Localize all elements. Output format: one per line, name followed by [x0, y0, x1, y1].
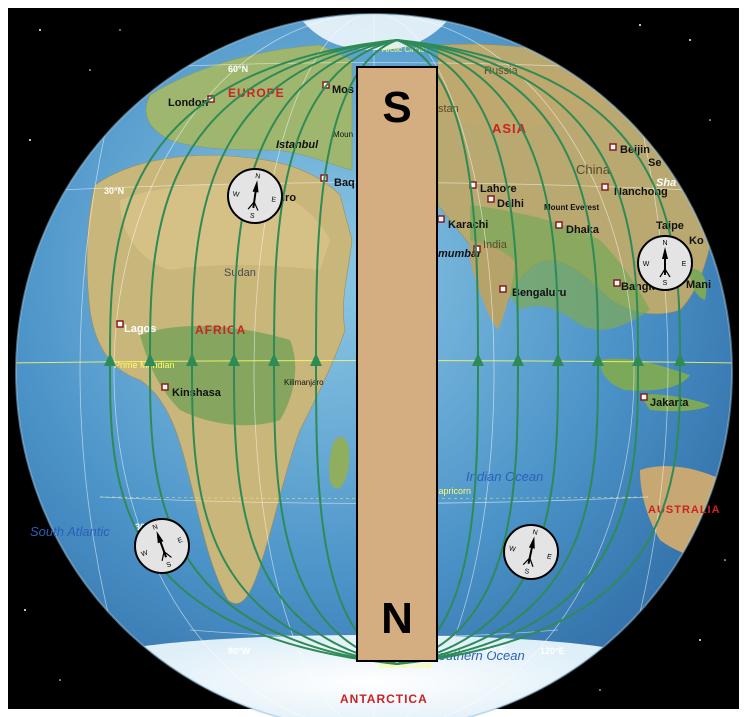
- magnet-south-pole-label: S: [382, 83, 411, 132]
- label-antarctica: ANTARCTICA: [340, 692, 428, 706]
- compass-w-label: W: [508, 545, 516, 553]
- label-prime-meridian: Prime Meridian: [114, 360, 175, 370]
- label-lat30n: 30°N: [104, 186, 124, 196]
- magnet-north-pole-label: N: [381, 594, 413, 643]
- label-asia: ASIA: [492, 121, 527, 136]
- compass-n-label: N: [152, 524, 159, 532]
- magnet-body: [356, 66, 438, 662]
- label-london: London: [168, 97, 209, 109]
- label-beijing: Beijin: [620, 144, 650, 156]
- label-jakarta: Jakarta: [650, 397, 689, 409]
- label-cairo: iro: [282, 192, 296, 204]
- label-mount: Moun: [333, 130, 353, 139]
- field-arrow-left-1: [104, 353, 116, 366]
- label-moscow: Mos: [332, 84, 354, 96]
- label-lon90e: 90°E: [486, 644, 506, 654]
- label-arctic-circle: Arctic Circle: [382, 45, 425, 54]
- label-karachi: Karachi: [448, 219, 488, 231]
- compass-north-africa: N S E W: [227, 168, 283, 224]
- label-sudan: Sudan: [224, 267, 256, 279]
- compass-needle: [527, 536, 535, 564]
- label-south-atlantic: South Atlantic: [30, 524, 110, 539]
- stars: [24, 24, 726, 691]
- field-arrow-right-3: [552, 353, 564, 366]
- field-arrow-left-4: [228, 353, 240, 366]
- label-mount-everest: Mount Everest: [544, 203, 599, 212]
- compass-w-label: W: [643, 261, 650, 268]
- label-dhaka: Dhaka: [566, 224, 600, 236]
- label-kinshasa: Kinshasa: [172, 387, 222, 399]
- field-arrows: [104, 353, 686, 366]
- compass-e-label: E: [271, 196, 277, 204]
- field-arrow-left-6: [310, 353, 322, 366]
- label-australia: AUSTRALIA: [648, 504, 721, 516]
- label-taipei: Taipe: [656, 220, 684, 232]
- field-arrow-left-3: [186, 353, 198, 366]
- label-nanchong: Nanchong: [614, 186, 668, 198]
- compass-needle-tail: [161, 551, 172, 561]
- compass-needle: [662, 247, 668, 275]
- label-lon120e: 120°E: [540, 646, 565, 656]
- map-labels: EUROPE ASIA AFRICA AUSTRALIA ANTARCTICA …: [30, 45, 721, 706]
- label-india: India: [483, 239, 508, 251]
- compass-indian-ocean: N S E W: [503, 524, 559, 580]
- label-china: China: [576, 162, 611, 177]
- label-indian-ocean: Indian Ocean: [466, 469, 543, 484]
- compass-w-label: W: [232, 191, 240, 199]
- label-lon30w: 30°W: [318, 644, 341, 654]
- compass-s-label: S: [249, 213, 255, 221]
- compass-needle: [252, 180, 259, 209]
- field-arrow-right-5: [632, 353, 644, 366]
- label-lon80w: 80°W: [228, 646, 251, 656]
- compass-s-label: S: [663, 280, 668, 287]
- compass-needle-tail: [247, 201, 259, 211]
- compass-south-atlantic: N S E W: [134, 518, 190, 574]
- compass-n-label: N: [532, 529, 538, 537]
- label-kilimanjaro: Kilimanjaro: [284, 378, 324, 387]
- field-arrow-right-1: [472, 353, 484, 366]
- compass-e-label: E: [177, 537, 184, 545]
- compass-e-label: E: [682, 261, 687, 268]
- label-lagos: Lagos: [124, 323, 156, 335]
- label-seoul: Se: [648, 157, 661, 169]
- compass-e-label: E: [546, 554, 552, 562]
- label-mumbai: mumbai: [438, 248, 481, 260]
- label-lahore: Lahore: [480, 183, 517, 195]
- compass-s-label: S: [524, 568, 530, 576]
- compass-s-label: S: [166, 561, 173, 569]
- compass-needle-tail: [659, 268, 671, 278]
- field-arrow-right-4: [592, 353, 604, 366]
- label-shanghai: Sha: [656, 177, 676, 189]
- label-russia: Russia: [484, 65, 519, 77]
- label-africa: AFRICA: [195, 323, 246, 337]
- compass-needle-tail: [522, 557, 534, 567]
- label-hong-kong: Ko: [689, 235, 704, 247]
- field-arrow-right-6: [674, 353, 686, 366]
- field-arrow-left-2: [144, 353, 156, 366]
- label-lat60n: 60°N: [228, 64, 248, 74]
- label-baghdad: Baq: [334, 177, 355, 189]
- compass-needle: [156, 530, 168, 558]
- label-antarctic-circle: Antarctic Circle: [378, 661, 432, 670]
- compasses: N S E W N S E W N S E W N S E W: [134, 168, 693, 580]
- label-manila: Mani: [686, 279, 711, 291]
- bar-magnet: S N: [356, 66, 438, 662]
- label-bengaluru: Bengaluru: [512, 287, 566, 299]
- compass-n-label: N: [662, 240, 667, 247]
- label-europe: EUROPE: [228, 86, 285, 100]
- field-arrow-left-5: [268, 353, 280, 366]
- label-istanbul: Istanbul: [276, 139, 319, 151]
- label-capricorn: Capricorn: [432, 486, 471, 496]
- compass-w-label: W: [140, 549, 149, 558]
- compass-n-label: N: [255, 173, 261, 181]
- compass-southeast-asia: N S E W: [637, 235, 693, 291]
- field-arrow-right-2: [512, 353, 524, 366]
